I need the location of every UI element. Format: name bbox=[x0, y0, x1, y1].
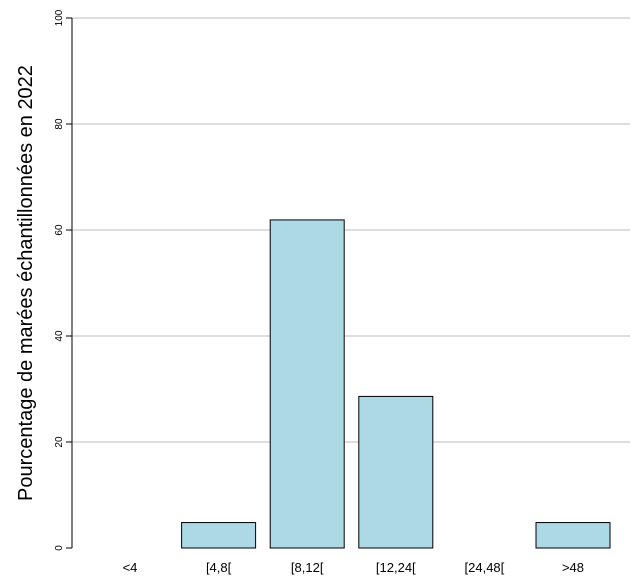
x-category-label: [4,8[ bbox=[206, 560, 232, 575]
y-tick-label: 100 bbox=[54, 9, 65, 26]
x-category-label: [24,48[ bbox=[465, 560, 505, 575]
grid-lines bbox=[72, 17, 630, 443]
bar-2 bbox=[269, 219, 345, 549]
y-tick-label: 80 bbox=[54, 118, 65, 130]
bars bbox=[181, 219, 611, 549]
x-category-label: >48 bbox=[562, 560, 584, 575]
y-tick-label: 40 bbox=[54, 330, 65, 342]
y-tick-label: 20 bbox=[54, 436, 65, 448]
y-axis-ticks: 0 20 40 60 80 100 bbox=[54, 9, 72, 551]
x-category-label: [12,24[ bbox=[376, 560, 416, 575]
bar-1 bbox=[181, 522, 257, 549]
x-category-label: <4 bbox=[123, 560, 138, 575]
y-axis-title: Pourcentage de marées échantillonnées en… bbox=[15, 65, 37, 501]
bar-3 bbox=[358, 395, 434, 549]
bar-5 bbox=[535, 522, 611, 549]
x-axis-labels: <4 [4,8[ [8,12[ [12,24[ [24,48[ >48 bbox=[123, 560, 584, 575]
y-tick-label: 60 bbox=[54, 224, 65, 236]
x-category-label: [8,12[ bbox=[291, 560, 324, 575]
y-tick-label: 0 bbox=[54, 545, 65, 551]
